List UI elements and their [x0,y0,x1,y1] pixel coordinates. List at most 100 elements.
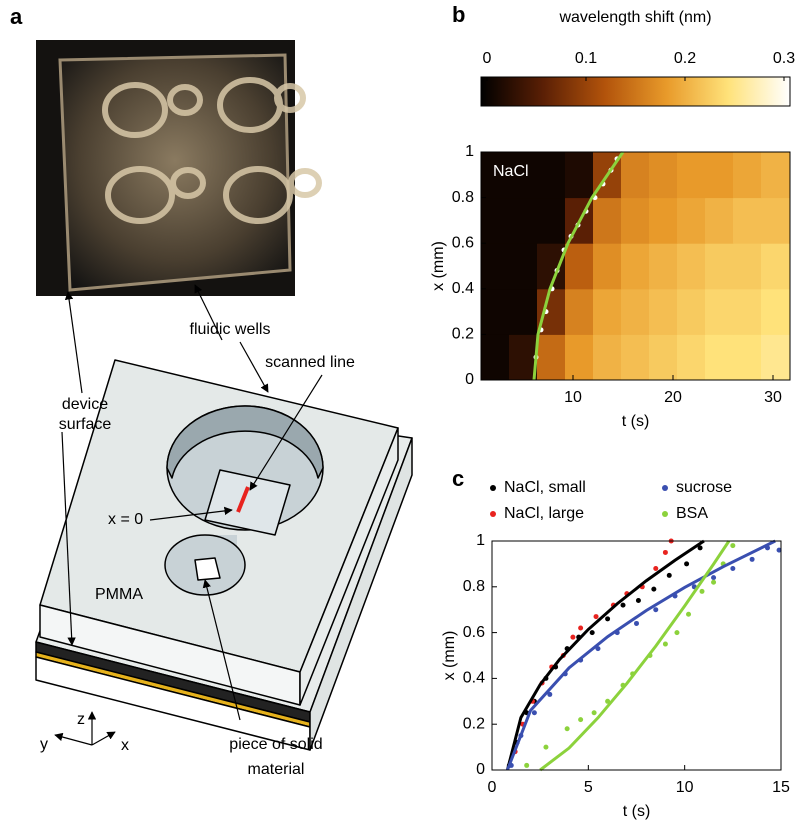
heat-cell [621,334,650,380]
diagram-label: surface [59,416,112,433]
heat-cell [733,334,762,380]
y-tick-label: 0.4 [452,280,474,297]
heat-cell [649,289,678,335]
panel-label: a [10,4,23,29]
data-point [590,630,595,635]
data-point [570,635,575,640]
heat-cell [509,289,538,335]
y-axis-label: x (mm) [430,241,447,291]
y-tick-label: 0.6 [463,624,485,641]
heat-cell [649,243,678,289]
data-point [592,710,597,715]
heat-cell [761,198,791,244]
diagram-label: fluidic wells [190,321,271,338]
heat-cell [593,198,622,244]
x-axis-label: t (s) [623,803,651,820]
heat-cell [593,289,622,335]
diagram-label: material [248,761,305,778]
heat-cell [621,152,650,198]
data-point [578,626,583,631]
legend-label: BSA [676,505,708,522]
data-point [565,726,570,731]
heat-cell [733,198,762,244]
diagram-label: piece of solid [229,736,322,753]
axis-glyph: x [121,737,129,754]
legend-label: NaCl, small [504,479,586,496]
heat-cell [761,289,791,335]
legend-marker [662,485,668,491]
heat-cell [649,198,678,244]
axis-glyph: z [77,711,85,728]
colorbar-tick-label: 0 [483,50,492,67]
data-point [684,561,689,566]
heat-cell [509,198,538,244]
heat-cell [537,152,566,198]
heat-cell [565,243,594,289]
heat-cell [481,198,510,244]
y-tick-label: 0.8 [452,189,474,206]
diagram-label: scanned line [265,354,355,371]
data-point [663,642,668,647]
figure: a b c 4 mm fluidic wells scanned line de… [0,0,798,830]
legend-marker [490,485,496,491]
y-tick-label: 0 [465,371,474,388]
data-point [711,575,716,580]
heat-cell [705,334,734,380]
heat-cell [705,152,734,198]
data-point [730,543,735,548]
annotation: NaCl [493,163,529,180]
y-tick-label: 0 [476,761,485,778]
legend-marker [490,511,496,517]
heat-cell [761,334,791,380]
heat-cell [733,289,762,335]
heat-cell [761,243,791,289]
data-point [700,589,705,594]
colorbar-tick-label: 0.2 [674,50,696,67]
data-point [605,616,610,621]
data-point [651,587,656,592]
data-point [634,621,639,626]
data-point [594,614,599,619]
heat-cell [565,289,594,335]
heat-cell [481,289,510,335]
x-tick-label: 30 [764,389,782,406]
heat-cell [649,334,678,380]
heat-cell [705,289,734,335]
data-point [674,630,679,635]
data-point [524,763,529,768]
heat-cell [649,152,678,198]
y-tick-label: 1 [476,532,485,549]
diagram-label: device [62,396,108,413]
heat-cell [621,243,650,289]
heat-cell [481,334,510,380]
data-point [543,745,548,750]
colorbar-tick-label: 0.3 [773,50,795,67]
fit-line [507,541,775,770]
data-point [750,557,755,562]
data-point [578,717,583,722]
y-tick-label: 0.8 [463,578,485,595]
device-diagram [36,285,412,750]
y-tick-label: 0.2 [463,715,485,732]
heat-cell [509,243,538,289]
data-point [532,710,537,715]
x-tick-label: 0 [488,779,497,796]
heat-cell [565,152,594,198]
heat-cell [621,198,650,244]
heat-cell [705,198,734,244]
x-tick-label: 10 [564,389,582,406]
data-point [686,612,691,617]
fit-line [540,541,729,770]
heat-cell [537,334,566,380]
heat-cell [565,334,594,380]
data-point [621,603,626,608]
heat-cell [677,152,706,198]
x-tick-label: 20 [664,389,682,406]
y-tick-label: 0.4 [463,670,485,687]
x-tick-label: 5 [584,779,593,796]
data-point [653,566,658,571]
heat-cell [733,152,762,198]
diagram-label: PMMA [95,586,143,603]
colorbar-title: wavelength shift (nm) [558,9,711,26]
data-point [636,598,641,603]
